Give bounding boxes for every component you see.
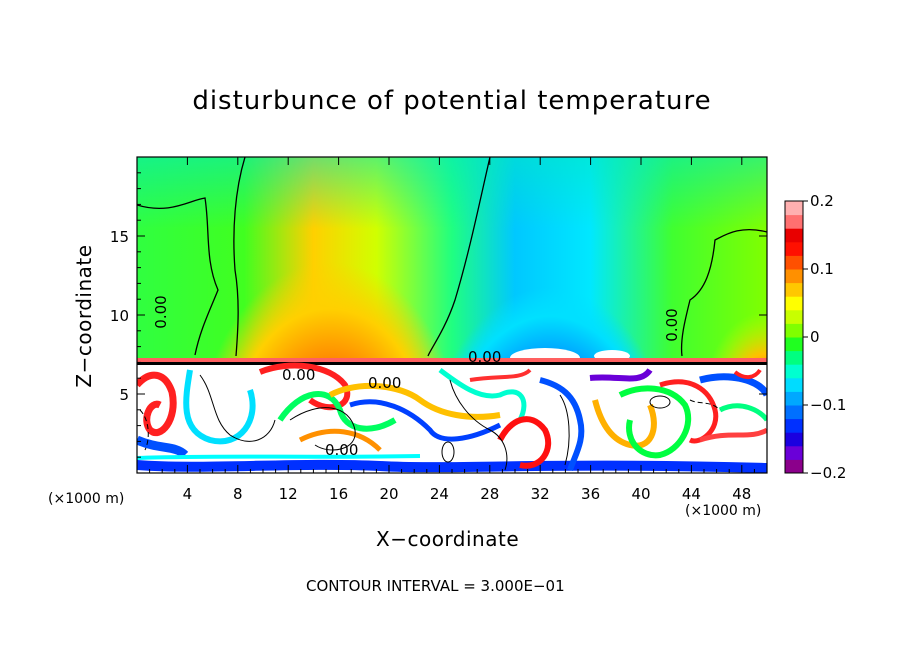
contour-label: 0.00 [152, 295, 170, 328]
colorbar-swatch [785, 405, 803, 420]
colorbar-swatch [785, 364, 803, 379]
y-axis-ticks: 5 10 15 [110, 172, 767, 458]
x-tick-label: 16 [329, 485, 348, 503]
colorbar-swatch [785, 228, 803, 243]
contour-interval-note: CONTOUR INTERVAL = 3.000E−01 [306, 577, 565, 595]
chart-title: disturbunce of potential temperature [192, 86, 712, 116]
colorbar-swatch [785, 296, 803, 311]
colorbar-tick-label: −0.2 [810, 464, 846, 482]
colorbar-swatch [785, 255, 803, 270]
colorbar-tick-label: −0.1 [810, 396, 846, 414]
colorbar-swatch [785, 377, 803, 392]
x-axis-unit: (×1000 m) [685, 503, 762, 519]
colorbar-swatch [785, 323, 803, 338]
colorbar-swatch [785, 282, 803, 297]
x-tick-label: 24 [430, 485, 449, 503]
x-axis-label: X−coordinate [376, 527, 520, 551]
x-axis-ticks: 4 8 12 16 20 24 28 32 36 40 44 48 [149, 157, 755, 503]
contour-label: 0.00 [468, 348, 501, 366]
y-axis-unit: (×1000 m) [48, 491, 125, 507]
colorbar-swatch [785, 391, 803, 406]
colorbar-swatch [785, 459, 803, 474]
colorbar-swatch [785, 337, 803, 352]
contour-label: 0.00 [325, 441, 358, 459]
x-tick-label: 32 [531, 485, 550, 503]
y-tick-label: 10 [110, 307, 129, 325]
x-tick-label: 48 [732, 485, 751, 503]
colorbar-tick-label: 0.2 [810, 192, 834, 210]
contour-label: 0.00 [663, 308, 681, 341]
colorbar-swatch [785, 309, 803, 324]
y-axis-label: Z−coordinate [72, 244, 96, 388]
colorbar: 0.2 0.1 0 −0.1 −0.2 [784, 192, 846, 482]
x-tick-label: 28 [480, 485, 499, 503]
colorbar-swatch [785, 241, 803, 256]
y-tick-label: 5 [119, 386, 129, 404]
heatmap-lower-field [137, 358, 767, 473]
colorbar-swatch [785, 445, 803, 460]
x-tick-label: 44 [682, 485, 701, 503]
colorbar-tick-label: 0 [810, 328, 820, 346]
x-tick-label: 40 [631, 485, 650, 503]
y-tick-label: 15 [110, 228, 129, 246]
colorbar-swatch [785, 269, 803, 284]
colorbar-swatch [785, 418, 803, 433]
x-tick-label: 36 [581, 485, 600, 503]
colorbar-swatch [785, 350, 803, 365]
contour-label: 0.00 [282, 366, 315, 384]
colorbar-tick-label: 0.1 [810, 260, 834, 278]
x-tick-label: 20 [379, 485, 398, 503]
x-tick-label: 4 [183, 485, 193, 503]
colorbar-swatch [785, 214, 803, 229]
x-tick-label: 8 [233, 485, 243, 503]
x-tick-label: 12 [279, 485, 298, 503]
colorbar-swatch [785, 201, 803, 216]
colorbar-swatch [785, 432, 803, 447]
contour-label: 0.00 [368, 374, 401, 392]
